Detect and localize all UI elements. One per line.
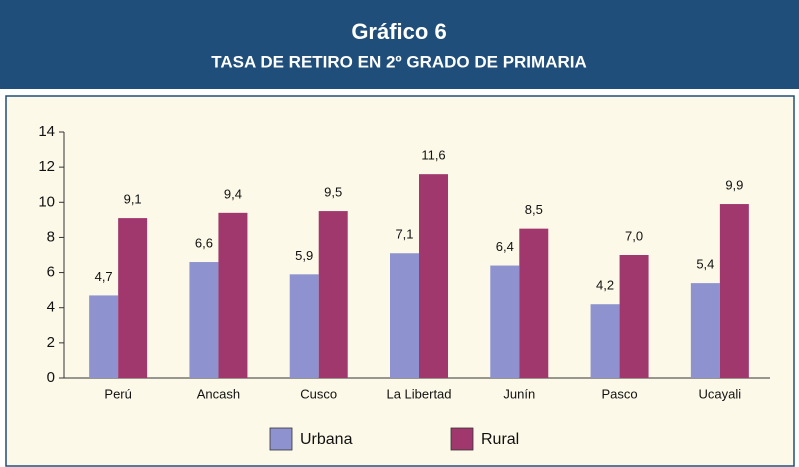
value-label: 9,1: [124, 192, 142, 207]
value-label: 8,5: [525, 202, 543, 217]
value-label: 6,6: [195, 235, 213, 250]
value-label: 7,0: [625, 228, 643, 243]
bar: [189, 262, 219, 378]
y-tick-label: 4: [47, 299, 55, 316]
x-tick-label: La Libertad: [386, 386, 451, 401]
value-label: 6,4: [496, 239, 514, 254]
legend-label: Urbana: [300, 431, 353, 448]
bar: [218, 212, 248, 378]
bar: [89, 295, 119, 378]
value-label: 4,2: [596, 278, 614, 293]
value-label: 9,5: [324, 185, 342, 200]
bar: [118, 218, 148, 378]
chart-subtitle: TASA DE RETIRO EN 2º GRADO DE PRIMARIA: [211, 52, 587, 71]
x-tick-label: Pasco: [602, 386, 638, 401]
legend-label: Rural: [481, 431, 519, 448]
y-tick-label: 8: [47, 228, 55, 245]
x-tick-label: Junín: [503, 386, 535, 401]
legend-swatch: [450, 427, 474, 451]
bar: [519, 228, 549, 378]
bar: [289, 274, 319, 378]
bar: [619, 255, 649, 378]
value-label: 11,6: [421, 148, 445, 163]
y-tick-label: 10: [38, 193, 55, 210]
value-label: 9,9: [725, 177, 743, 192]
y-tick-label: 12: [38, 158, 55, 175]
header-band: [0, 0, 799, 89]
value-label: 5,4: [696, 257, 714, 272]
legend-swatch: [269, 427, 293, 451]
y-tick-label: 0: [47, 369, 55, 386]
x-tick-label: Cusco: [300, 386, 337, 401]
value-label: 4,7: [95, 269, 113, 284]
value-label: 7,1: [395, 227, 413, 242]
value-label: 9,4: [224, 186, 242, 201]
x-tick-label: Perú: [104, 386, 131, 401]
chart-title: Gráfico 6: [351, 19, 446, 44]
bar: [590, 304, 620, 378]
x-tick-label: Ucayali: [699, 386, 742, 401]
y-tick-label: 2: [47, 334, 55, 351]
bar: [318, 211, 348, 378]
y-tick-label: 6: [47, 264, 55, 281]
bar: [719, 204, 749, 378]
y-tick-label: 14: [38, 123, 55, 140]
bar: [690, 283, 720, 378]
x-tick-label: Ancash: [197, 386, 240, 401]
bar: [419, 174, 448, 378]
bar: [490, 265, 520, 378]
value-label: 5,9: [295, 248, 313, 263]
bar: [390, 253, 419, 378]
